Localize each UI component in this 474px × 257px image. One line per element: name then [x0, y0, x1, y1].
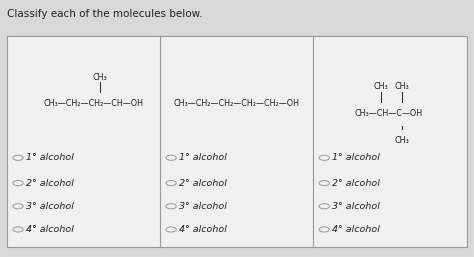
- FancyBboxPatch shape: [7, 36, 467, 247]
- Text: CH₃: CH₃: [92, 72, 108, 81]
- Text: 4° alcohol: 4° alcohol: [332, 225, 380, 234]
- Text: 4° alcohol: 4° alcohol: [179, 225, 227, 234]
- Text: CH₃—CH₂—CH₂—CH—OH: CH₃—CH₂—CH₂—CH—OH: [43, 99, 143, 108]
- Text: 2° alcohol: 2° alcohol: [179, 179, 227, 188]
- Text: 1° alcohol: 1° alcohol: [26, 153, 74, 162]
- Text: 3° alcohol: 3° alcohol: [332, 202, 380, 211]
- Text: Classify each of the molecules below.: Classify each of the molecules below.: [7, 9, 202, 19]
- Text: 4° alcohol: 4° alcohol: [26, 225, 74, 234]
- Text: 1° alcohol: 1° alcohol: [179, 153, 227, 162]
- Text: CH₃—CH₂—CH₂—CH₂—CH₂—OH: CH₃—CH₂—CH₂—CH₂—CH₂—OH: [174, 99, 300, 108]
- Text: CH₃: CH₃: [373, 82, 388, 91]
- Text: 3° alcohol: 3° alcohol: [26, 202, 74, 211]
- Text: CH₃: CH₃: [394, 136, 410, 145]
- Text: CH₃—CH—C—OH: CH₃—CH—C—OH: [355, 109, 423, 118]
- Text: 2° alcohol: 2° alcohol: [26, 179, 74, 188]
- Text: 3° alcohol: 3° alcohol: [179, 202, 227, 211]
- Text: 2° alcohol: 2° alcohol: [332, 179, 380, 188]
- Text: 1° alcohol: 1° alcohol: [332, 153, 380, 162]
- Text: CH₃: CH₃: [394, 82, 410, 91]
